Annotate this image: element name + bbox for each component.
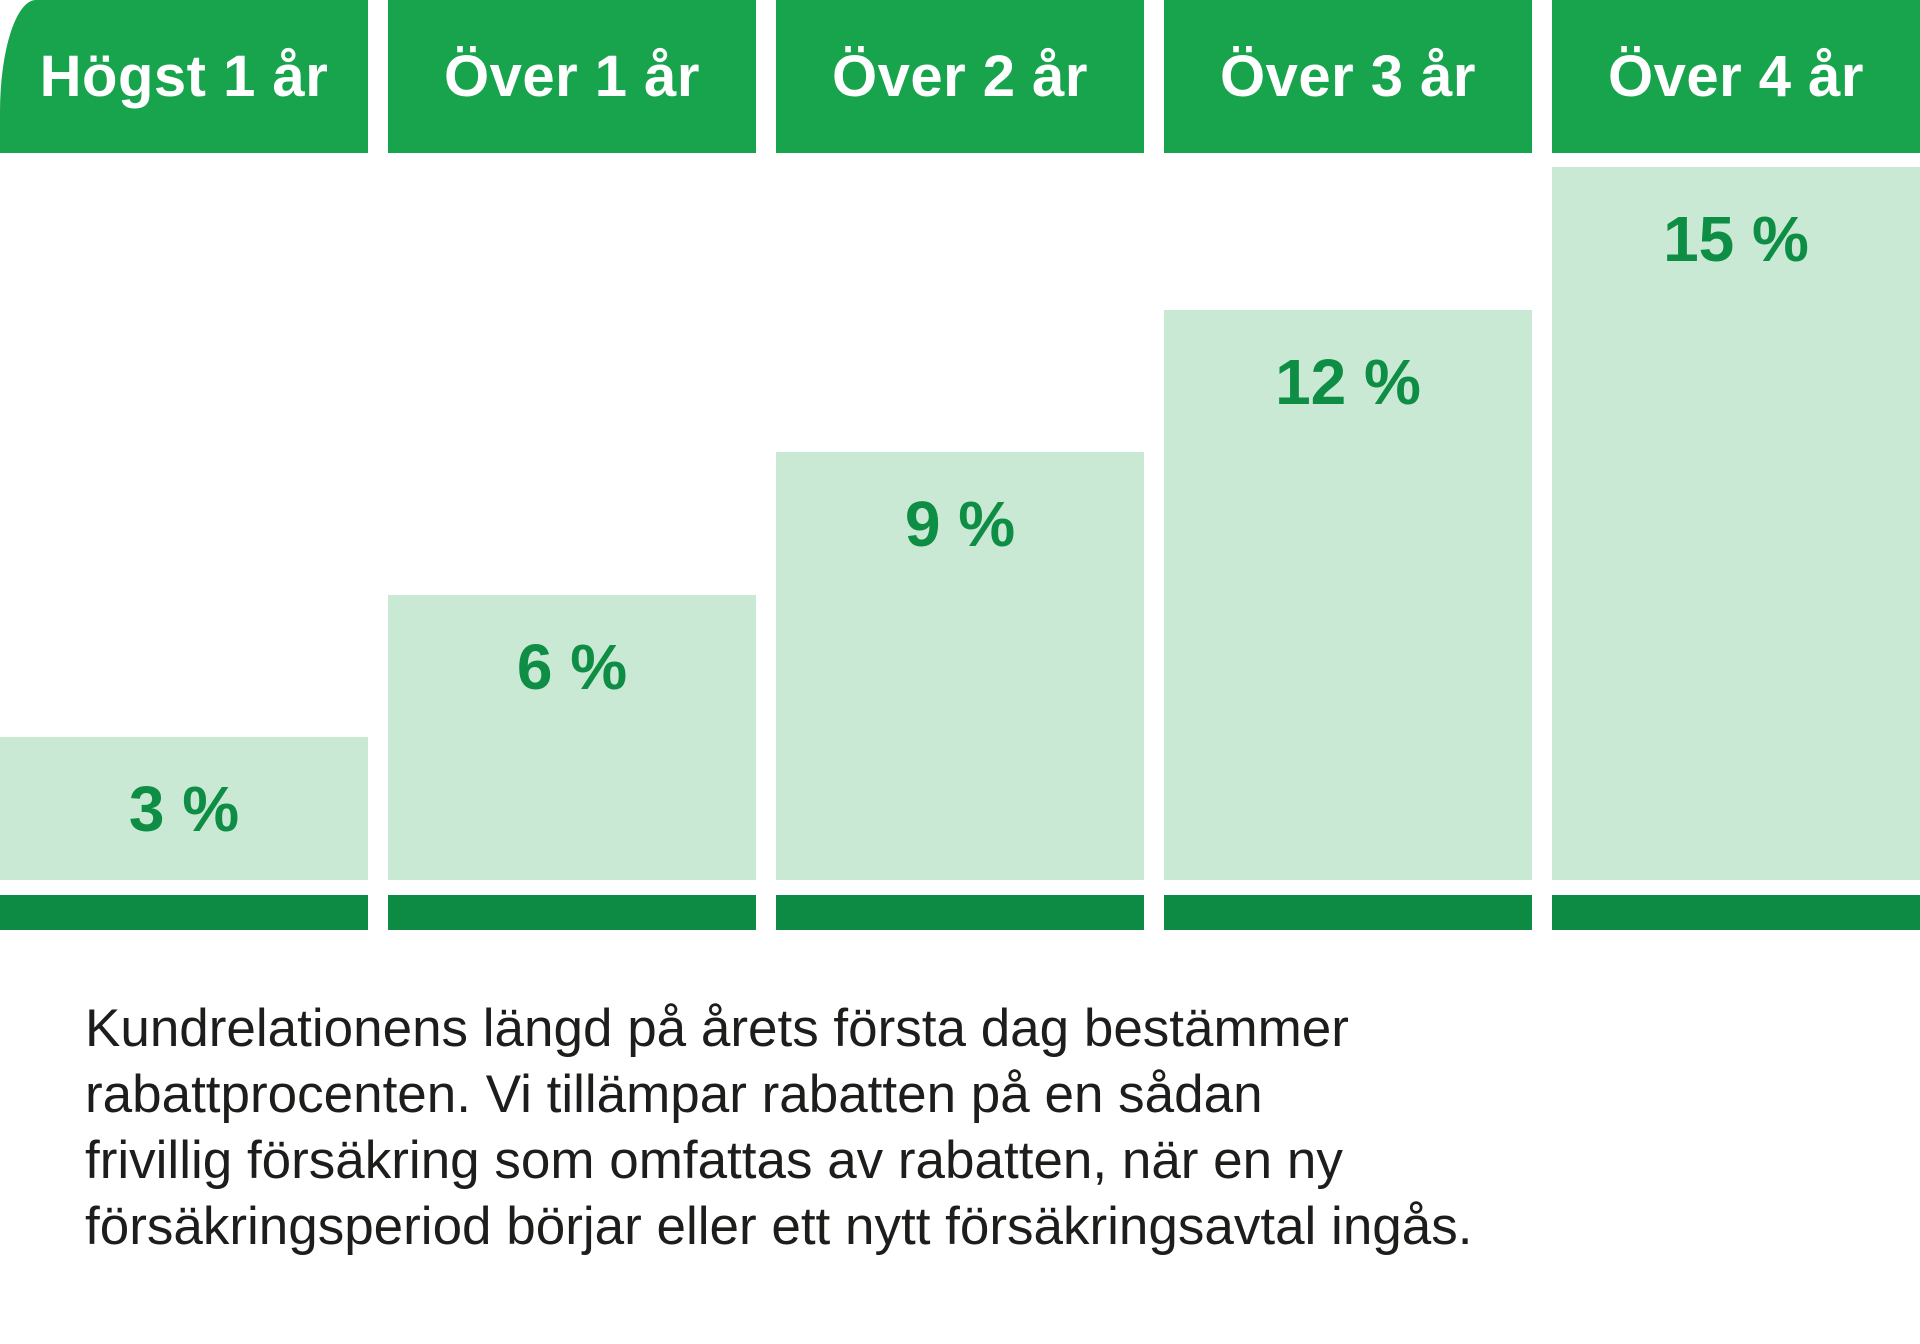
column-header-label: Över 1 år (443, 44, 700, 109)
column-header-row: Högst 1 år Över 1 år Över 2 år Över 3 år… (0, 0, 1920, 153)
caption-line: Kundrelationens längd på årets första da… (85, 999, 1349, 1058)
baseline-strip-row (0, 895, 1920, 930)
column-header-over-3-ar: Över 3 år (1164, 0, 1532, 153)
baseline-strip (0, 895, 368, 930)
caption-line: frivillig försäkring som omfattas av rab… (85, 1131, 1343, 1190)
column-header-label: Högst 1 år (39, 44, 329, 109)
bar-6-percent: 6 % (388, 595, 756, 880)
bar-chart: 3 % 6 % 9 % 12 % 15 % (0, 153, 1920, 880)
baseline-strip (1164, 895, 1532, 930)
column-header-over-1-ar: Över 1 år (388, 0, 756, 153)
baseline-strip (388, 895, 756, 930)
bar-value-label: 15 % (1663, 203, 1809, 275)
column-header-over-2-ar: Över 2 år (776, 0, 1144, 153)
bar-9-percent: 9 % (776, 452, 1144, 880)
bar-value-label: 9 % (904, 488, 1016, 560)
bar-value-label: 12 % (1275, 346, 1421, 418)
bar-15-percent: 15 % (1552, 167, 1920, 880)
bar-3-percent: 3 % (0, 737, 368, 880)
column-header-label: Över 4 år (1607, 44, 1864, 109)
column-header-label: Över 2 år (831, 44, 1088, 109)
caption-line: rabattprocenten. Vi tillämpar rabatten p… (85, 1065, 1263, 1124)
column-header-over-4-ar: Över 4 år (1552, 0, 1920, 153)
column-header-label: Över 3 år (1219, 44, 1476, 109)
baseline-strip (776, 895, 1144, 930)
bar-value-label: 6 % (516, 631, 628, 703)
column-header-hogst-1-ar: Högst 1 år (0, 0, 368, 153)
caption-line: försäkringsperiod börjar eller ett nytt … (85, 1197, 1473, 1256)
bar-12-percent: 12 % (1164, 310, 1532, 880)
bar-value-label: 3 % (128, 773, 240, 845)
baseline-strip (1552, 895, 1920, 930)
caption-paragraph: Kundrelationens längd på årets första da… (0, 996, 1920, 1260)
